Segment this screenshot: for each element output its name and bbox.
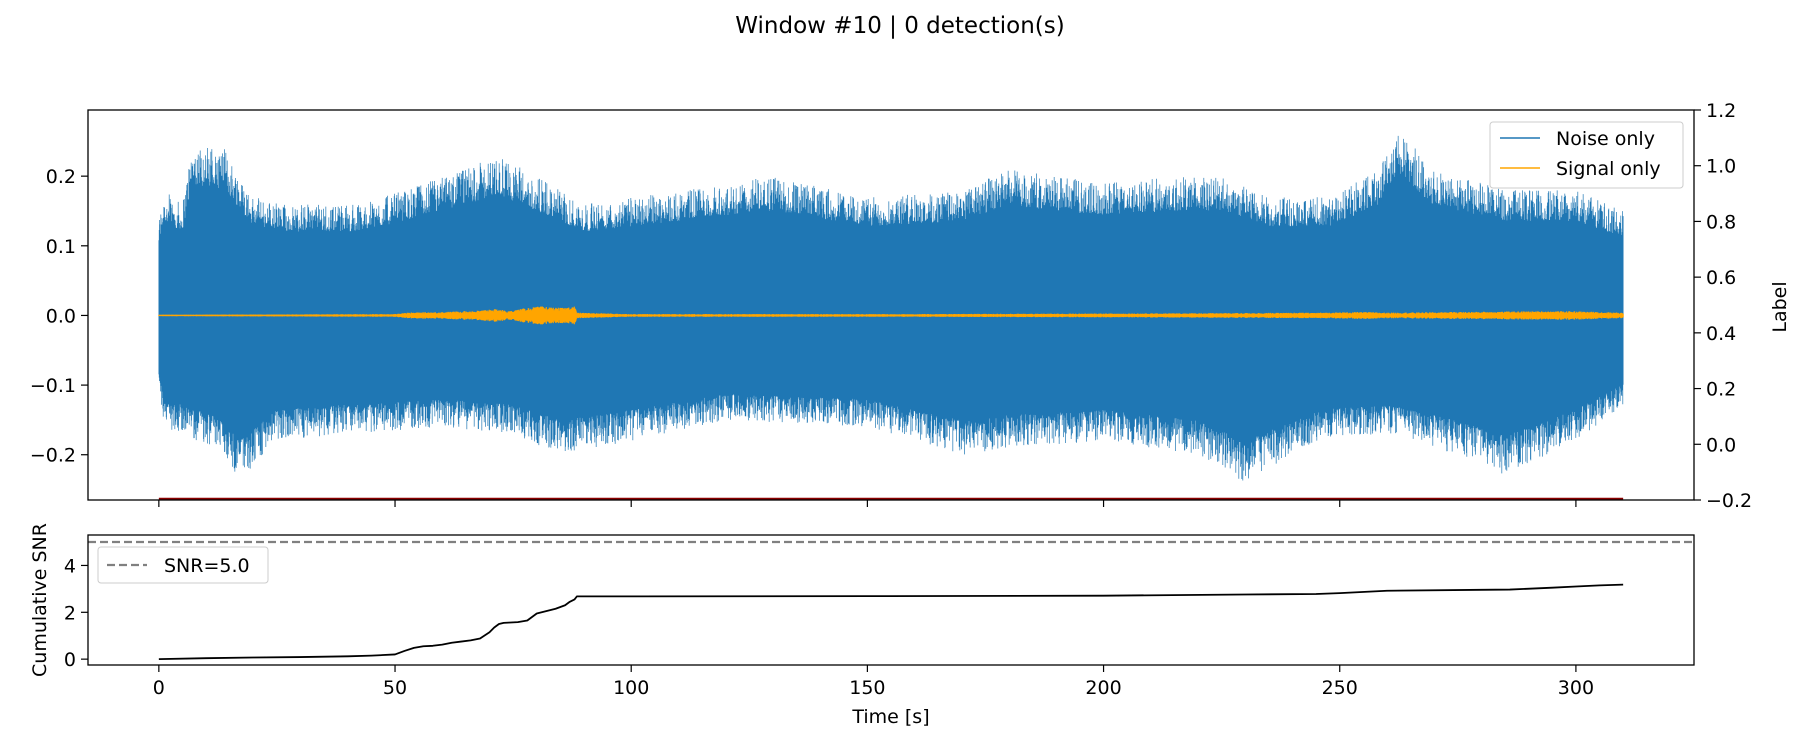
x-tick-label: 150 xyxy=(849,677,885,699)
y-tick-label: −0.2 xyxy=(30,445,76,467)
figure-title: Window #10 | 0 detection(s) xyxy=(735,13,1064,39)
time-axis-title: Time [s] xyxy=(851,706,929,728)
y2-tick-label: −0.2 xyxy=(1706,490,1752,512)
signal-series-line xyxy=(158,306,1624,325)
snr-y-tick-label: 4 xyxy=(64,555,76,577)
x-tick-label: 50 xyxy=(383,677,407,699)
x-tick-label: 100 xyxy=(613,677,649,699)
snr-series-line xyxy=(158,583,1624,661)
x-tick-label: 300 xyxy=(1558,677,1594,699)
label-axis-title: Label xyxy=(1769,281,1791,332)
y-tick-label: 0.1 xyxy=(46,236,76,258)
y2-tick-label: 1.2 xyxy=(1706,100,1736,122)
x-tick-label: 0 xyxy=(153,677,165,699)
x-tick-label: 250 xyxy=(1322,677,1358,699)
noise-series-line xyxy=(158,135,1624,481)
noise-legend-label: Noise only xyxy=(1556,128,1655,150)
waveform-axes-frame xyxy=(87,109,1695,501)
y2-tick-label: 0.0 xyxy=(1706,434,1736,456)
snr-y-tick-label: 2 xyxy=(64,602,76,624)
waveform-panel: 0.2 0.1 0.0 −0.1 −0.2 1.2 1.0 0.8 0.6 0.4 0.2 0.0 −… xyxy=(30,100,1791,512)
legend-box xyxy=(97,546,269,584)
snr-y-tick-label: 0 xyxy=(64,649,76,671)
threshold-legend-label: SNR=5.0 xyxy=(164,555,250,577)
signal-legend-label: Signal only xyxy=(1556,158,1661,180)
snr-legend: SNR=5.0 xyxy=(97,546,269,584)
y2-tick-label: 0.4 xyxy=(1706,323,1736,345)
snr-axis-title: Cumulative SNR xyxy=(29,523,51,677)
waveform-legend: Noise only Signal only xyxy=(1489,121,1684,189)
x-tick-label: 200 xyxy=(1085,677,1121,699)
y-tick-label: 0.2 xyxy=(46,166,76,188)
y2-tick-label: 0.6 xyxy=(1706,267,1736,289)
y-tick-label: −0.1 xyxy=(30,375,76,397)
y-tick-label: 0.0 xyxy=(46,305,76,327)
y2-tick-label: 0.2 xyxy=(1706,379,1736,401)
snr-panel: 4 2 0 0 50 100 150 200 250 300 Cumulative SNR Ti… xyxy=(29,523,1695,728)
y2-tick-label: 1.0 xyxy=(1706,156,1736,178)
snr-axes-frame xyxy=(87,534,1695,666)
y2-tick-label: 0.8 xyxy=(1706,211,1736,233)
